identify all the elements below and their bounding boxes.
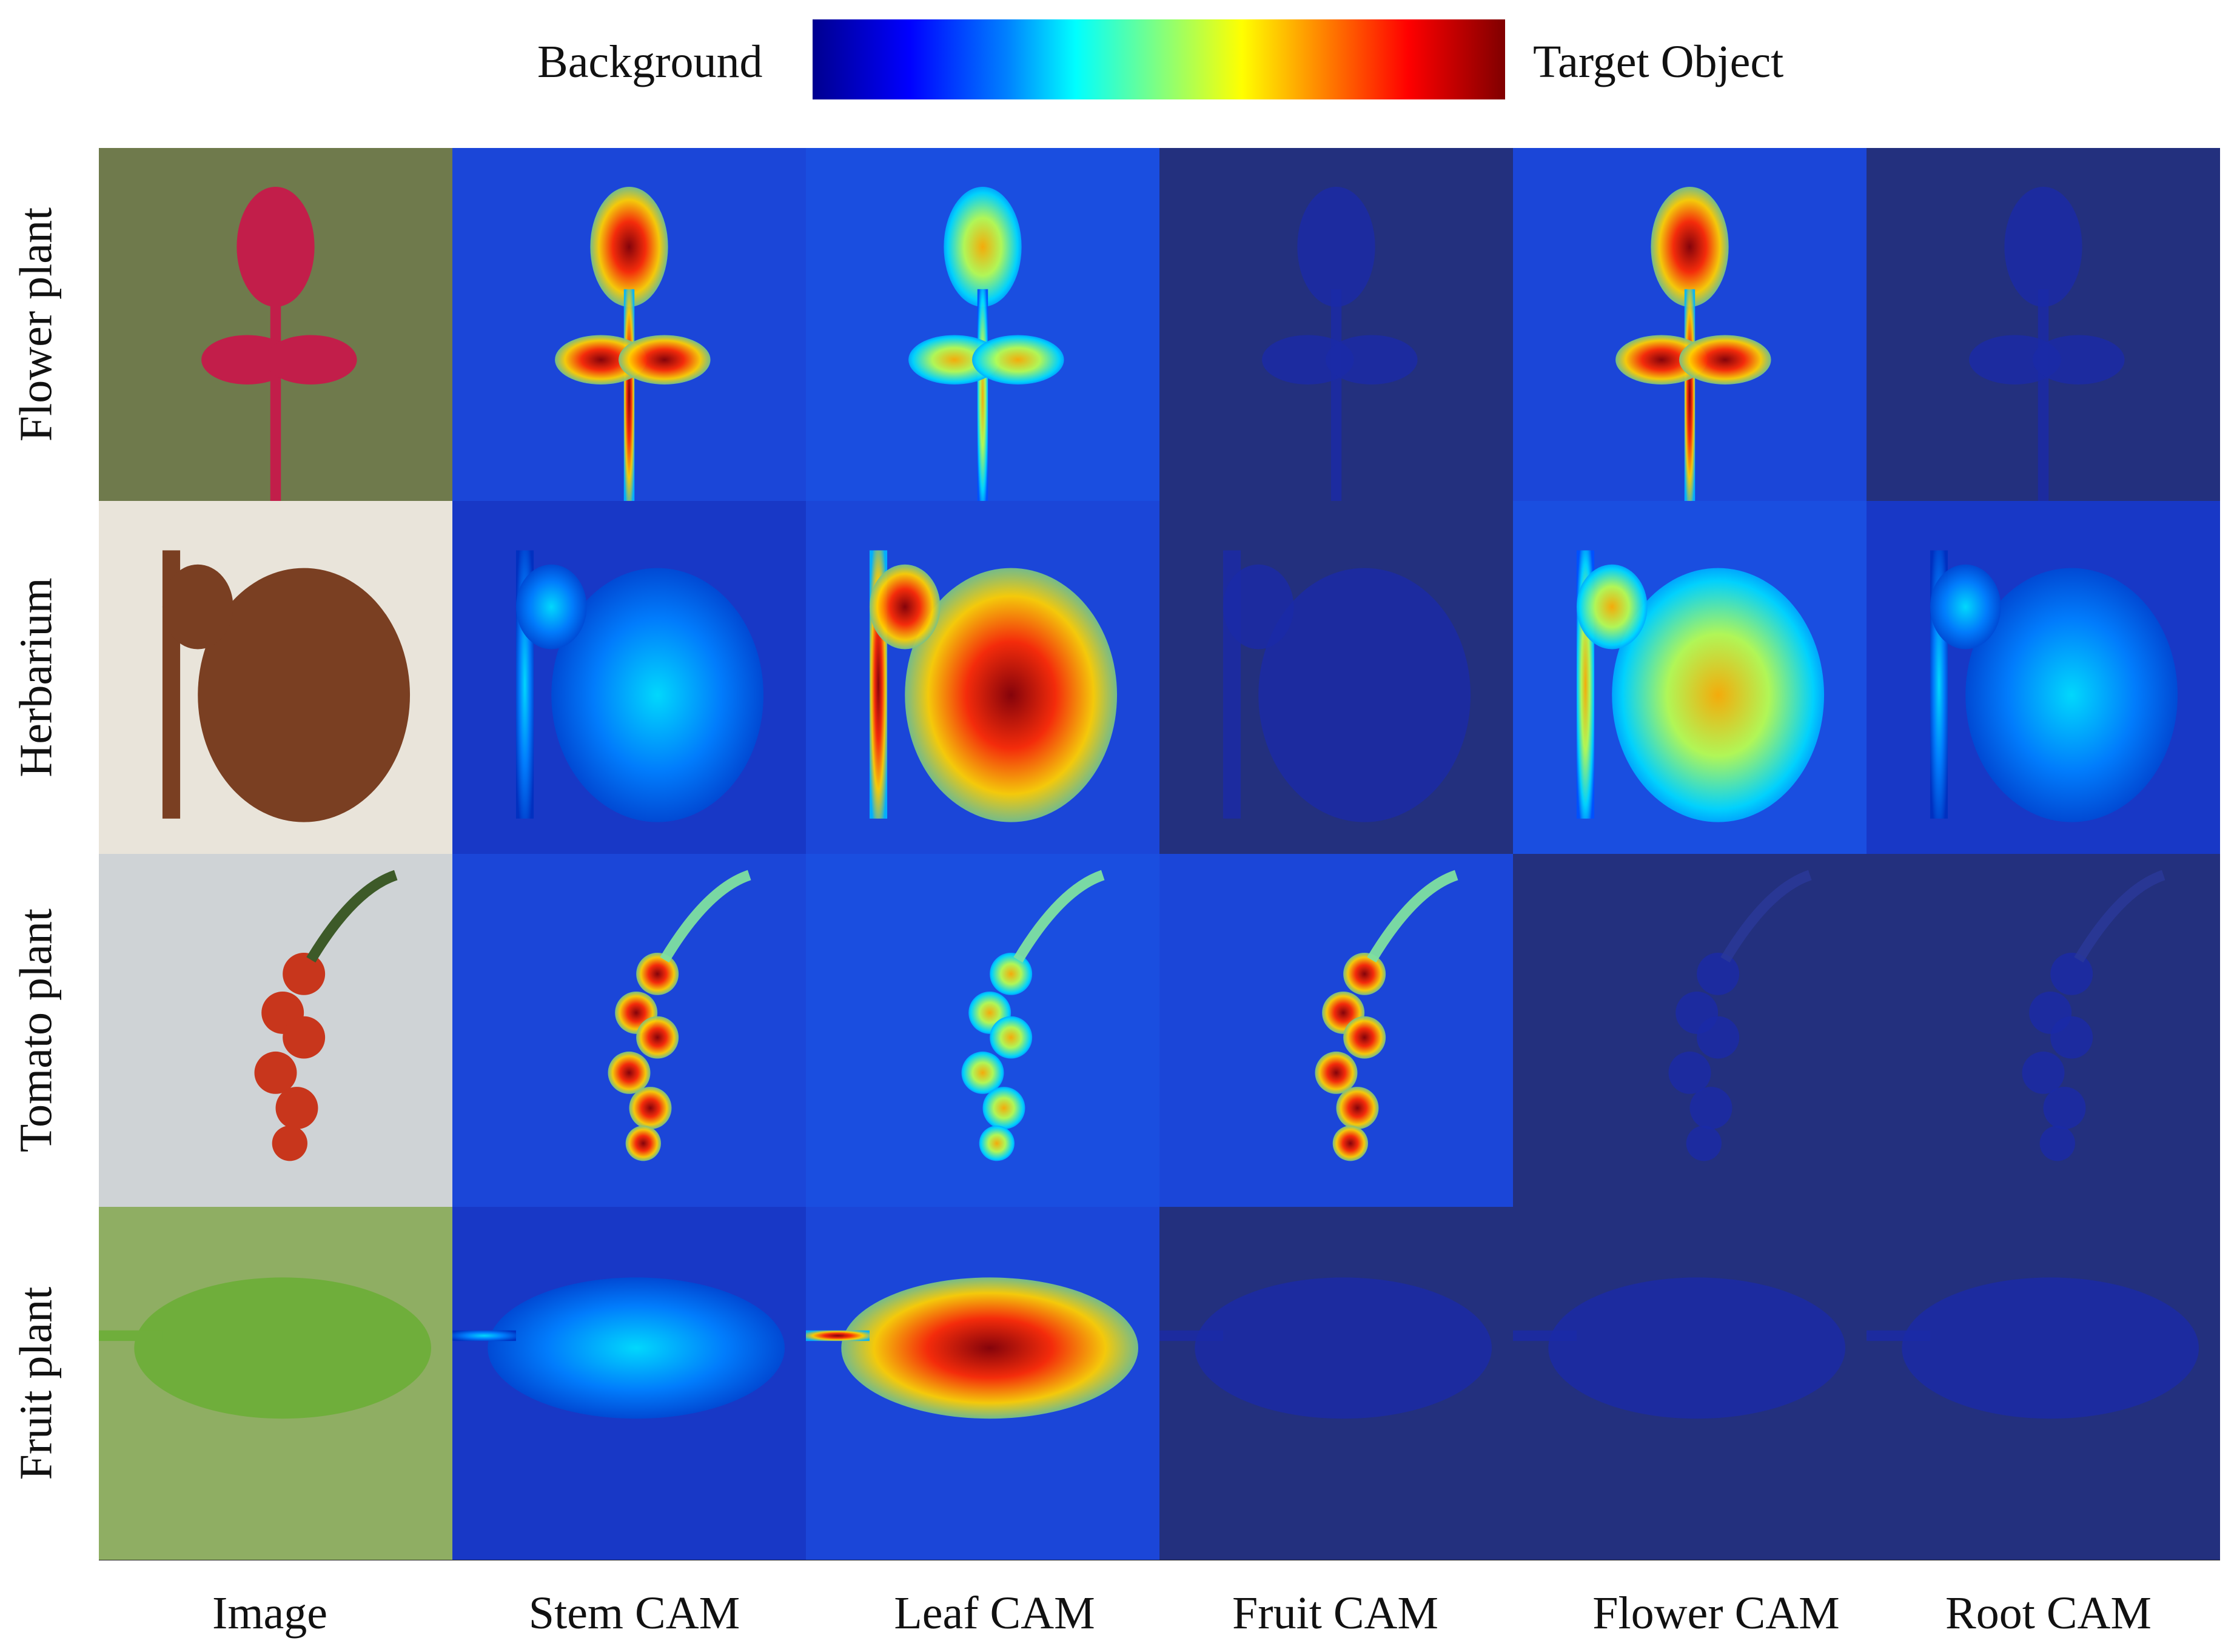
cam-heatmap	[1159, 1207, 1513, 1560]
cam-heatmap	[1513, 501, 1867, 854]
cam-heatmap	[1513, 1207, 1867, 1560]
input-image	[99, 148, 452, 501]
cam-heatmap	[1159, 148, 1513, 501]
cam-heatmap	[1513, 854, 1867, 1207]
col-label-leaf-cam: Leaf CAM	[894, 1588, 1095, 1639]
col-label-fruit-cam: Fruit CAM	[1232, 1588, 1438, 1639]
col-label-flower-cam: Flower CAM	[1592, 1588, 1840, 1639]
col-label-stem-cam: Stem CAM	[528, 1588, 740, 1639]
colorbar	[813, 19, 1505, 99]
cam-heatmap	[1867, 501, 2220, 854]
input-image	[99, 854, 452, 1207]
cam-heatmap	[1867, 1207, 2220, 1560]
input-image	[99, 1207, 452, 1560]
cam-heatmap	[806, 854, 1159, 1207]
colorbar-low-label: Background	[537, 36, 763, 87]
cam-heatmap	[452, 854, 806, 1207]
cam-heatmap	[806, 148, 1159, 501]
cam-heatmap	[806, 501, 1159, 854]
row-label-fruit-plant: Fruit plant	[10, 1286, 62, 1480]
image-grid	[99, 148, 2220, 1560]
cam-heatmap	[1513, 148, 1867, 501]
col-label-image: Image	[212, 1588, 327, 1639]
row-label-flower-plant: Flower plant	[10, 207, 62, 442]
cam-heatmap	[452, 148, 806, 501]
row-label-herbarium: Herbarium	[10, 577, 62, 777]
cam-heatmap	[452, 501, 806, 854]
input-image	[99, 501, 452, 854]
cam-heatmap	[1159, 854, 1513, 1207]
cam-heatmap	[1867, 148, 2220, 501]
cam-heatmap	[806, 1207, 1159, 1560]
row-label-tomato-plant: Tomato plant	[10, 908, 62, 1153]
cam-heatmap	[452, 1207, 806, 1560]
colorbar-high-label: Target Object	[1533, 36, 1784, 87]
cam-heatmap	[1867, 854, 2220, 1207]
col-label-root-cam: Root CAM	[1945, 1588, 2152, 1639]
cam-heatmap	[1159, 501, 1513, 854]
